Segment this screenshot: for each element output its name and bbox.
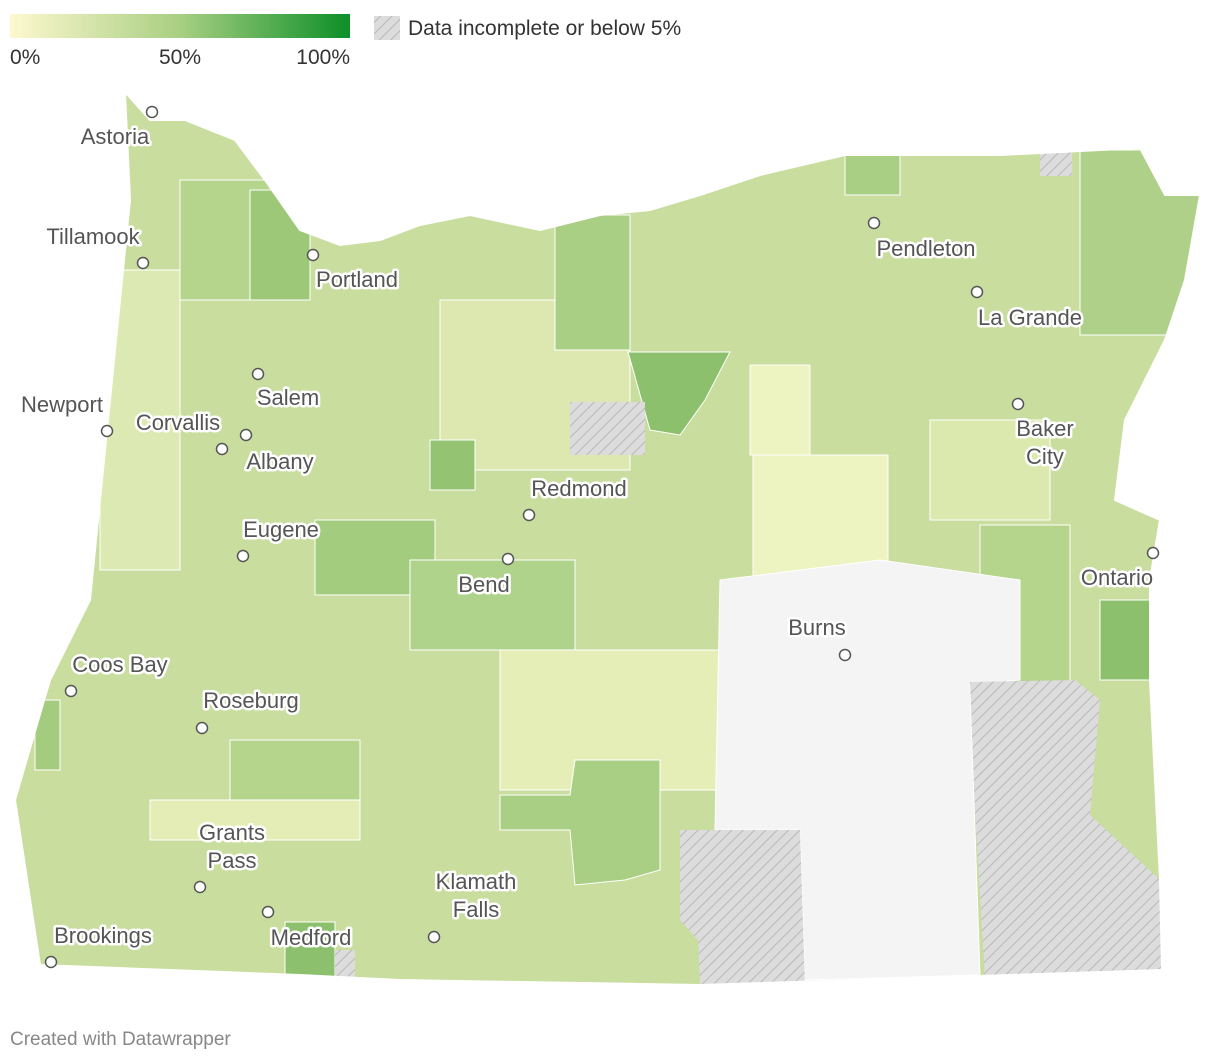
city-marker — [215, 442, 229, 456]
region — [929, 419, 1051, 521]
no-data-label: Data incomplete or below 5% — [408, 17, 681, 40]
city-label: Bend — [458, 572, 509, 597]
city-label: Albany — [246, 449, 313, 474]
city-marker — [193, 880, 207, 894]
city-label: Klamath Falls — [436, 869, 517, 922]
legend-tick-label: 0% — [10, 46, 40, 69]
city-label: Newport — [21, 392, 103, 417]
incomplete-area — [680, 830, 805, 985]
city-label-line: Baker — [1016, 416, 1073, 441]
incomplete-area — [570, 402, 645, 455]
color-scale — [10, 14, 350, 38]
city-marker — [44, 955, 58, 969]
city-marker — [1146, 546, 1160, 560]
city-label-line: Albany — [246, 449, 313, 474]
city-marker — [522, 508, 536, 522]
city-marker — [427, 930, 441, 944]
city-label-line: Tillamook — [46, 224, 140, 249]
city-label-line: Roseburg — [203, 688, 298, 713]
city-marker — [136, 256, 150, 270]
region — [1079, 149, 1200, 336]
city-label: La Grande — [978, 305, 1082, 330]
region — [499, 759, 661, 886]
city-label: Brookings — [54, 923, 152, 948]
city-label-line: Burns — [788, 615, 845, 640]
city-marker — [1011, 397, 1025, 411]
cities: Astoria Tillamook Portland Newport Corvallis… — [19, 105, 1160, 969]
city-label: Tillamook — [46, 224, 140, 249]
city-marker — [100, 424, 114, 438]
city-label-line: Newport — [21, 392, 103, 417]
city-label: Ontario — [1081, 565, 1153, 590]
city-marker — [145, 105, 159, 119]
region — [752, 454, 889, 581]
city-label-line: Brookings — [54, 923, 152, 948]
city-marker — [867, 216, 881, 230]
legend: 0% 50% 100% Data incomplete or below 5% — [10, 14, 681, 69]
city-label: Corvallis — [136, 410, 220, 435]
city-label: Astoria — [81, 124, 150, 149]
region — [844, 154, 901, 196]
no-data-swatch — [374, 16, 400, 40]
city-marker — [838, 648, 852, 662]
city-marker — [261, 905, 275, 919]
region — [1099, 599, 1151, 681]
city-label: Portland — [316, 267, 398, 292]
city-marker — [970, 285, 984, 299]
city-marker — [64, 684, 78, 698]
city-marker — [239, 428, 253, 442]
city-label: Medford — [271, 925, 352, 950]
city-label-line: Ontario — [1081, 565, 1153, 590]
region — [149, 799, 361, 841]
city-label-line: Corvallis — [136, 410, 220, 435]
region — [554, 214, 631, 351]
footer: Created with Datawrapper — [10, 1029, 231, 1050]
city-label-line: Astoria — [81, 124, 150, 149]
city-label: Eugene — [243, 517, 319, 542]
city-label: Coos Bay — [72, 652, 167, 677]
city-label-line: Falls — [453, 897, 499, 922]
region — [34, 699, 61, 771]
city-label-line: City — [1026, 444, 1064, 469]
city-label-line: Grants — [199, 820, 265, 845]
city-label-line: Medford — [271, 925, 352, 950]
city-label: Grants Pass — [199, 820, 265, 873]
city-label-line: Salem — [257, 385, 319, 410]
incomplete-area — [970, 680, 1162, 980]
city-marker — [236, 549, 250, 563]
city-label-line: Bend — [458, 572, 509, 597]
city-label: Salem — [257, 385, 319, 410]
legend-tick-label: 100% — [296, 46, 350, 69]
city-label-line: Pendleton — [876, 236, 975, 261]
city-label: Roseburg — [203, 688, 298, 713]
city-label: Baker City — [1016, 416, 1073, 469]
incomplete-area — [335, 950, 355, 985]
city-marker — [251, 367, 265, 381]
city-label-line: Eugene — [243, 517, 319, 542]
city-marker — [195, 721, 209, 735]
city-label-line: Redmond — [531, 476, 626, 501]
region — [627, 351, 731, 436]
city-marker — [306, 248, 320, 262]
city-label: Pendleton — [876, 236, 975, 261]
region — [429, 439, 476, 491]
legend-tick-label: 50% — [159, 46, 201, 69]
region — [249, 189, 311, 301]
city-label: Burns — [788, 615, 845, 640]
city-label-line: Pass — [208, 848, 257, 873]
regions — [15, 92, 1200, 985]
region — [409, 559, 576, 651]
city-label-line: Klamath — [436, 869, 517, 894]
city-marker — [501, 552, 515, 566]
city-label-line: Coos Bay — [72, 652, 167, 677]
city-label-line: Portland — [316, 267, 398, 292]
city-label: Redmond — [531, 476, 626, 501]
city-label-line: La Grande — [978, 305, 1082, 330]
region — [749, 364, 811, 456]
